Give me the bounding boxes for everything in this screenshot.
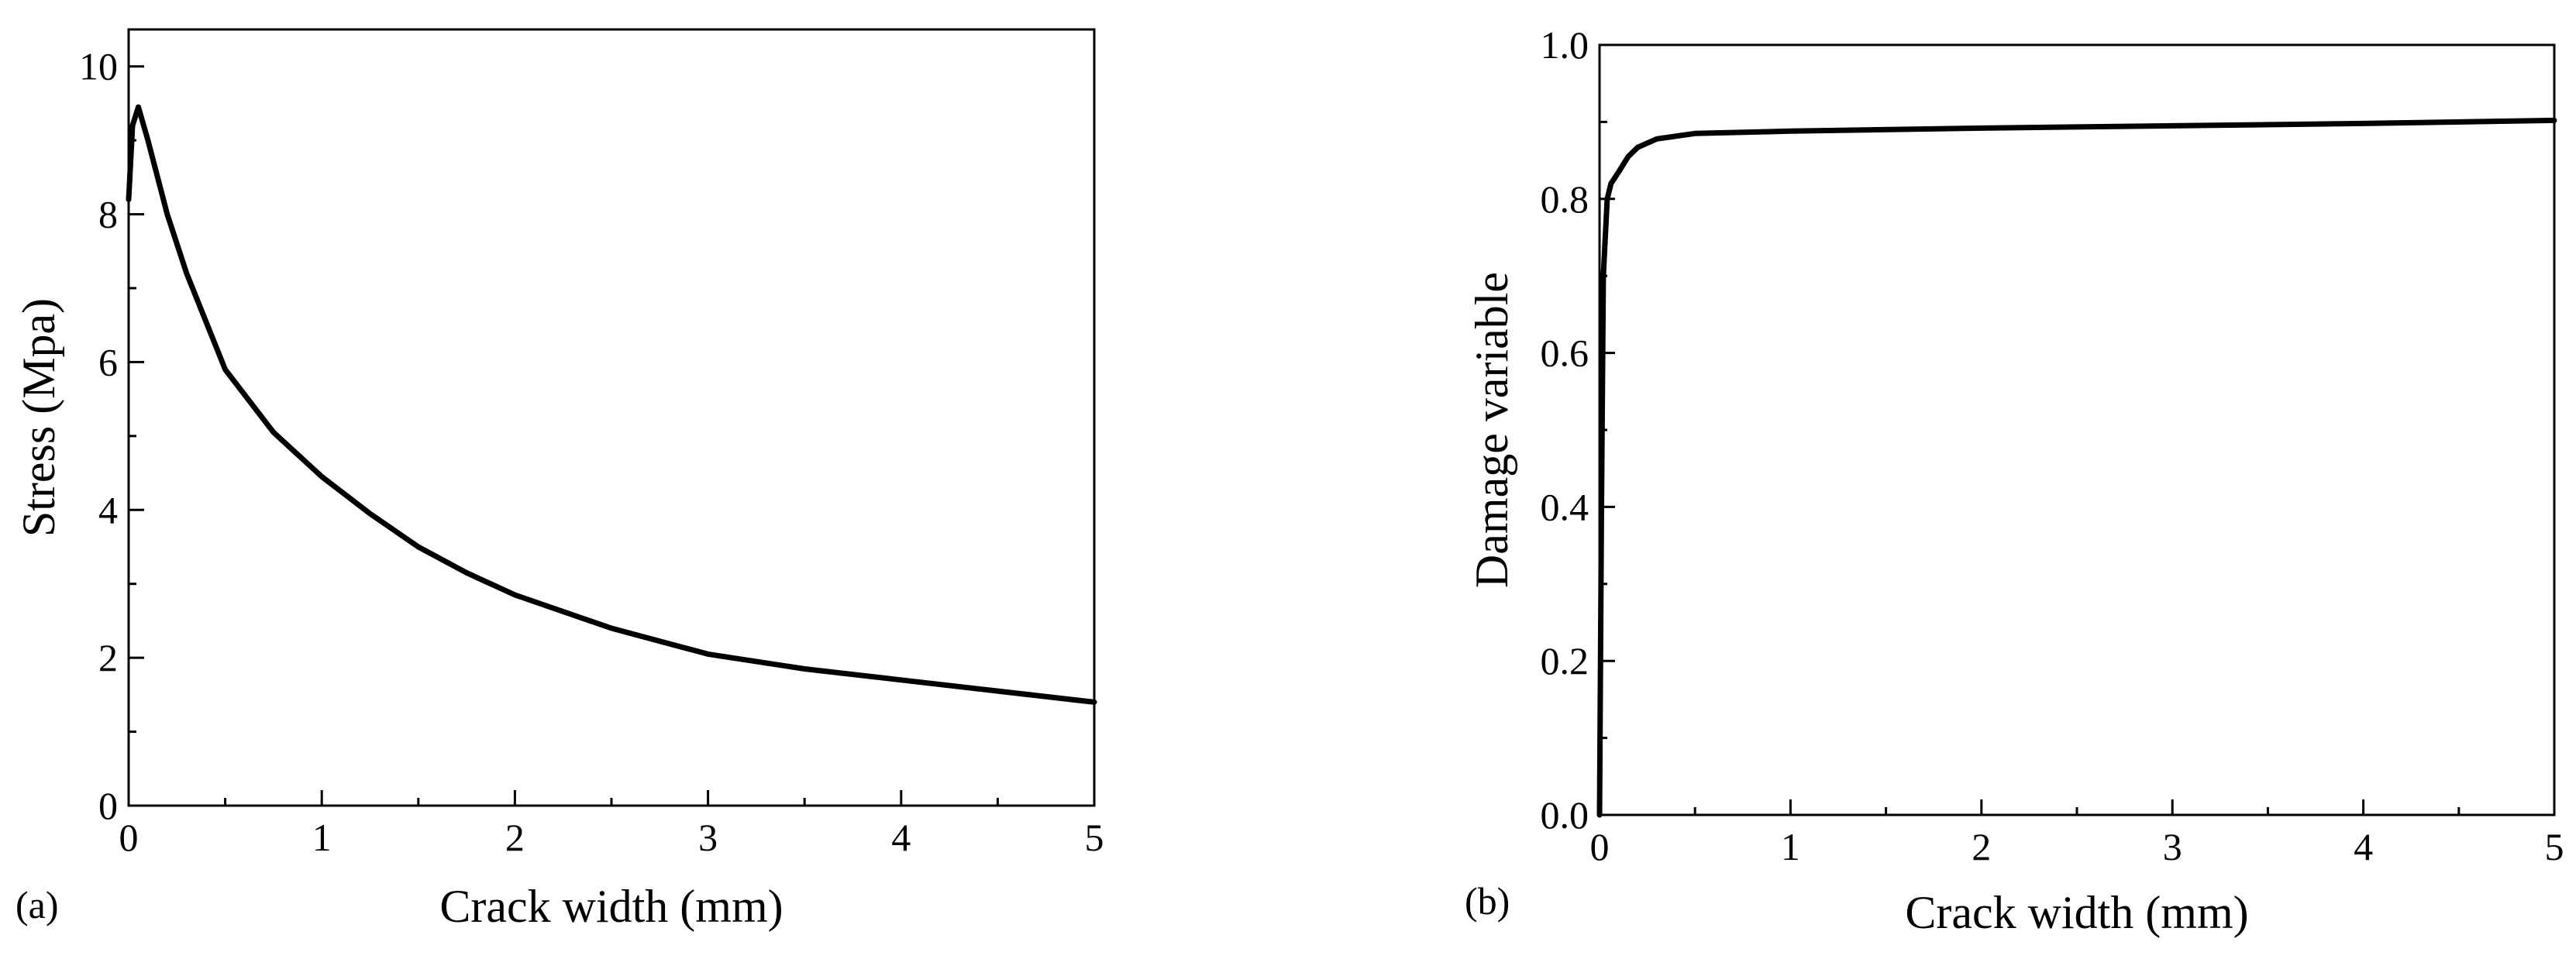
panel-b-y-axis-label: Damage variable xyxy=(1466,272,1517,588)
panel-a-x-axis-label: Crack width (mm) xyxy=(439,881,783,932)
panel-b-x-tick-label: 1 xyxy=(1781,825,1800,868)
panel-b-x-axis-label: Crack width (mm) xyxy=(1905,887,2248,938)
panel-a-x-tick-label: 1 xyxy=(312,816,332,859)
panel-a-x-tick-label: 3 xyxy=(698,816,718,859)
panel-a-y-tick-label: 2 xyxy=(98,636,118,679)
panel-a-plot-frame xyxy=(127,28,1096,807)
panel-a-series-line-0 xyxy=(126,104,1097,705)
panel-b-x-tick-label: 5 xyxy=(2545,825,2564,868)
panel-a-y-axis-label: Stress (Mpa) xyxy=(13,298,64,537)
panel-b-y-tick-label: 0.2 xyxy=(1541,639,1589,682)
panel-a-x-tick-label: 4 xyxy=(891,816,911,859)
panel-b-plot-frame xyxy=(1598,43,2556,816)
panel-b-y-tick-label: 0.8 xyxy=(1541,177,1589,221)
panel-b-x-tick-label: 0 xyxy=(1590,825,1610,868)
panel-a-y-tick-label: 8 xyxy=(98,193,118,236)
panel-b-y-tick-label: 0.4 xyxy=(1541,485,1589,528)
panel-a-y-tick-label: 10 xyxy=(79,45,118,88)
panel-b-y-tick-label: 1.0 xyxy=(1541,23,1589,67)
panel-b: 0 1 2 3 4 5 0.0 0.2 0.4 0.6 0.8 1.0 Crack width (mm)… xyxy=(1465,23,2564,938)
panel-a-panel-label: (a) xyxy=(15,883,59,926)
panel-a-x-tick-label: 2 xyxy=(505,816,525,859)
panel-b-series-line-0 xyxy=(1596,117,2557,818)
panel-b-panel-label: (b) xyxy=(1465,879,1510,923)
panel-b-y-tick-label: 0.0 xyxy=(1541,793,1589,837)
panel-a: 0 1 2 3 4 5 0 2 4 6 8 10 Crack width (mm) Stress (Mpa… xyxy=(13,28,1104,932)
panel-b-x-tick-label: 3 xyxy=(2163,825,2182,868)
panel-a-y-tick-label: 6 xyxy=(98,340,118,383)
panel-b-x-tick-label: 2 xyxy=(1972,825,1991,868)
panel-a-x-tick-label: 5 xyxy=(1085,816,1104,859)
panel-a-y-tick-label: 0 xyxy=(98,784,118,827)
panel-b-y-tick-label: 0.6 xyxy=(1541,332,1589,375)
panel-b-x-tick-label: 4 xyxy=(2354,825,2373,868)
panel-a-x-tick-label: 0 xyxy=(119,816,139,859)
panel-a-y-tick-label: 4 xyxy=(98,488,118,531)
